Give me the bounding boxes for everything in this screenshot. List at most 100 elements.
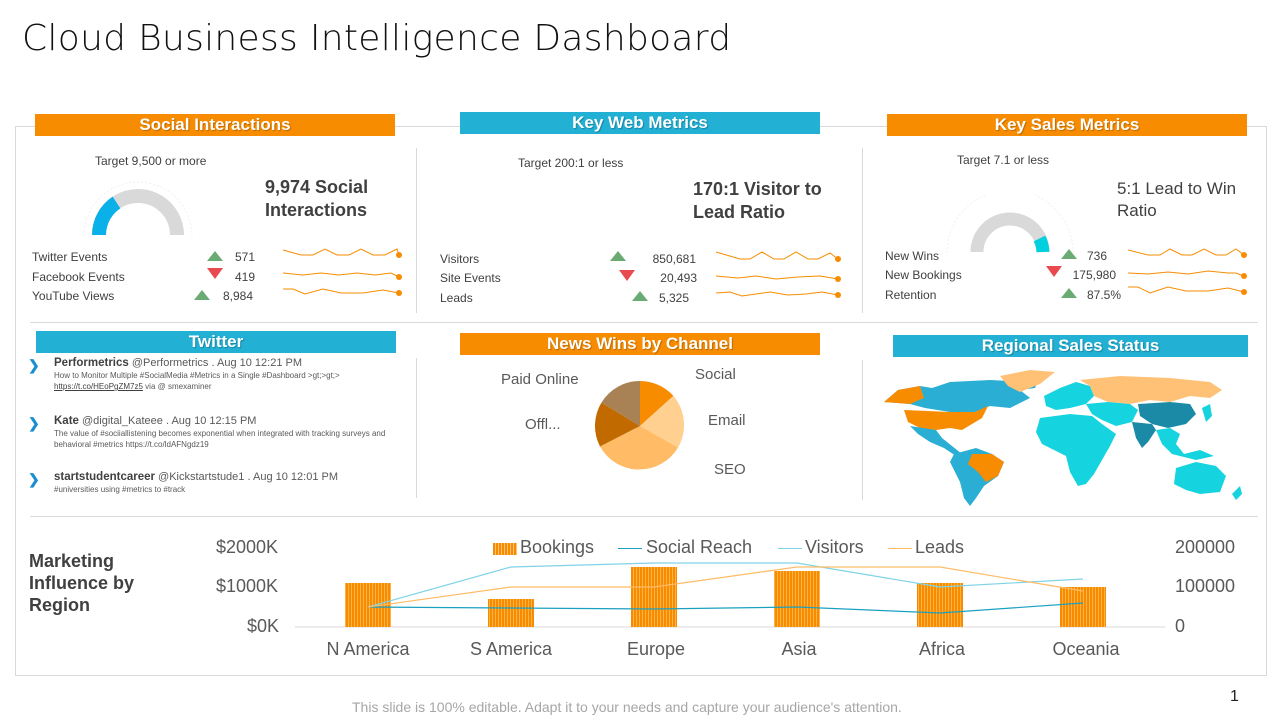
metric-label: New Bookings <box>885 268 962 282</box>
web-target: Target 200:1 or less <box>518 156 624 170</box>
chevron-right-icon: ❯ <box>28 415 40 431</box>
news-wins-header: News Wins by Channel <box>460 333 820 355</box>
legend-leads: Leads <box>915 537 965 557</box>
social-target: Target 9,500 or more <box>95 154 207 168</box>
divider <box>862 360 863 500</box>
sparklines <box>716 251 841 298</box>
trend-down-icon <box>1046 266 1062 277</box>
metric-value: 20,493 <box>660 271 697 285</box>
trend-up-icon <box>1061 288 1077 298</box>
social-headline-1: 9,974 Social <box>265 177 369 197</box>
divider <box>416 148 417 313</box>
metric-label: YouTube Views <box>32 289 115 303</box>
legend-social-reach-swatch <box>618 548 642 549</box>
legend-social-reach: Social Reach <box>646 537 753 557</box>
page-title: Cloud Business Intelligence Dashboard <box>22 18 732 59</box>
metric-value: 87.5% <box>1086 288 1121 302</box>
news-wins-pie-chart <box>594 380 685 470</box>
social-gauge <box>83 181 193 237</box>
regional-sales-header: Regional Sales Status <box>893 335 1248 357</box>
sales-headline-1: 5:1 Lead to Win <box>1117 179 1237 198</box>
sales-gauge <box>946 195 1074 254</box>
tweet-time: . Aug 10 12:15 PM <box>165 415 257 427</box>
metric-value: 419 <box>234 270 255 284</box>
legend-bookings: Bookings <box>520 537 595 557</box>
x-category: S America <box>469 639 553 659</box>
x-category: N America <box>326 639 410 659</box>
chevron-right-icon: ❯ <box>28 471 40 487</box>
tweet-tail: via @ smexaminer <box>142 382 212 391</box>
legend-visitors: Visitors <box>805 537 864 557</box>
social-headline-2: Interactions <box>265 200 368 220</box>
x-category: Asia <box>781 639 817 659</box>
pie-label-email: Email <box>708 412 746 429</box>
key-sales-metrics-header: Key Sales Metrics <box>887 114 1247 136</box>
tweet-body: The value of #sociiallistening becomes e… <box>54 429 386 449</box>
right-axis-tick: 100000 <box>1175 576 1236 596</box>
left-axis-tick: $0K <box>247 616 280 636</box>
metric-value: 5,325 <box>658 291 689 305</box>
divider <box>30 516 1258 517</box>
key-web-metrics-header: Key Web Metrics <box>460 112 820 134</box>
twitter-header: Twitter <box>36 331 396 353</box>
marketing-title-2: Influence by <box>29 573 135 593</box>
tweet-author: startstudentcareer <box>54 471 155 483</box>
x-category: Oceania <box>1052 639 1120 659</box>
web-headline-1: 170:1 Visitor to <box>693 179 822 199</box>
chevron-right-icon: ❯ <box>28 357 40 373</box>
metric-label: Leads <box>440 291 473 305</box>
trend-up-icon <box>632 291 648 301</box>
x-category: Africa <box>918 639 965 659</box>
metric-label: Site Events <box>440 271 501 285</box>
tweet-link[interactable]: https://t.co/HEoPgZM7z5 <box>54 382 143 391</box>
right-axis-tick: 0 <box>1175 616 1186 636</box>
marketing-title-3: Region <box>29 595 90 615</box>
metric-label: New Wins <box>885 249 940 263</box>
tweet-handle[interactable]: @digital_Kateee <box>82 415 163 427</box>
pie-label-seo: SEO <box>714 461 746 478</box>
divider <box>30 322 1258 323</box>
sparklines <box>1128 248 1247 295</box>
metric-value: 8,984 <box>222 289 253 303</box>
metric-value: 571 <box>234 250 255 264</box>
tweet-handle[interactable]: @Kickstartstude1 <box>158 471 245 483</box>
web-headline-2: Lead Ratio <box>693 202 786 222</box>
page-number: 1 <box>1230 688 1239 705</box>
sales-headline-2: Ratio <box>1117 201 1157 220</box>
tweet-body: How to Monitor Multiple #SocialMedia #Me… <box>54 371 340 380</box>
divider <box>862 148 863 313</box>
footer-note: This slide is 100% editable. Adapt it to… <box>352 699 902 715</box>
pie-label-social: Social <box>695 366 736 383</box>
divider <box>416 358 417 498</box>
trend-down-icon <box>619 270 635 281</box>
metric-label: Facebook Events <box>32 270 125 284</box>
metric-label: Visitors <box>440 252 480 266</box>
x-category: Europe <box>626 639 686 659</box>
sales-target: Target 7.1 or less <box>957 153 1050 167</box>
tweet-handle[interactable]: @Performetrics <box>131 357 209 369</box>
marketing-combo-chart <box>295 562 1165 628</box>
trend-down-icon <box>207 268 223 279</box>
trend-up-icon <box>610 251 626 261</box>
metric-value: 175,980 <box>1072 268 1116 282</box>
metric-label: Retention <box>885 288 937 302</box>
legend-leads-swatch <box>888 548 912 549</box>
tweet-author: Performetrics <box>54 357 129 369</box>
tweet-body: #universities using #metrics to #track <box>54 485 186 494</box>
left-axis-tick: $2000K <box>216 537 279 557</box>
pie-label-paid-online: Paid Online <box>501 371 579 388</box>
marketing-title-1: Marketing <box>29 551 115 571</box>
metric-value: 850,681 <box>652 252 696 266</box>
left-axis-tick: $1000K <box>216 576 279 596</box>
tweet-time: . Aug 10 12:01 PM <box>247 471 338 483</box>
metric-value: 736 <box>1086 249 1107 263</box>
pie-label-offline: Offl... <box>525 416 561 433</box>
sparklines <box>283 248 402 296</box>
right-axis-tick: 200000 <box>1175 537 1236 557</box>
trend-up-icon <box>1061 249 1077 259</box>
legend-visitors-swatch <box>778 548 802 549</box>
social-interactions-header: Social Interactions <box>35 114 395 136</box>
metric-label: Twitter Events <box>32 250 108 264</box>
world-map <box>884 370 1242 506</box>
tweet-author: Kate <box>54 415 79 427</box>
